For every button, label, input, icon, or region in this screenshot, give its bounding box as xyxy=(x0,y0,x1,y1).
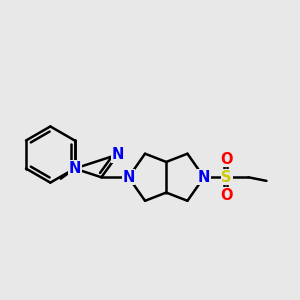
Text: O: O xyxy=(220,152,233,166)
Text: N: N xyxy=(122,170,135,185)
Text: N: N xyxy=(68,161,81,176)
Text: N: N xyxy=(112,147,124,162)
Text: N: N xyxy=(198,170,210,185)
Text: S: S xyxy=(221,170,232,185)
Text: O: O xyxy=(220,188,233,203)
